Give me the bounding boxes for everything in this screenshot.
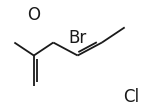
Text: Br: Br (68, 29, 87, 47)
Text: Cl: Cl (123, 88, 139, 106)
Text: O: O (27, 6, 40, 24)
